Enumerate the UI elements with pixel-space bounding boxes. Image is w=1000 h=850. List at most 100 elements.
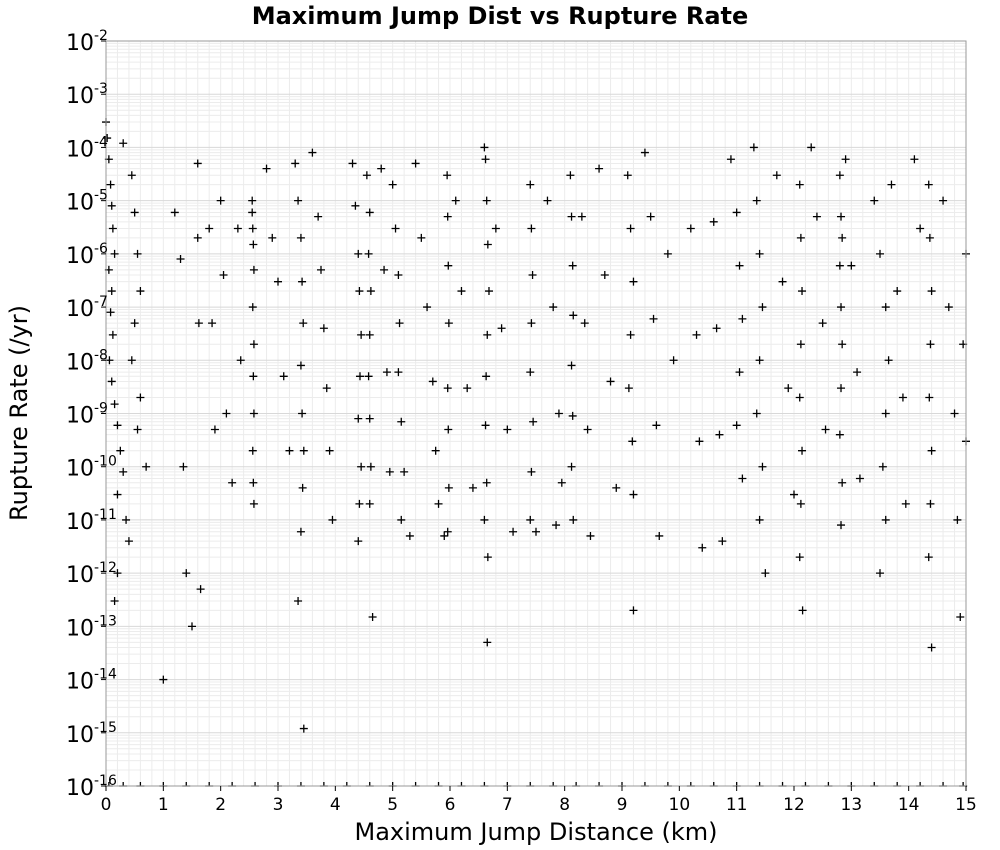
data-point [901,499,910,508]
data-point [463,384,472,393]
data-point [482,372,491,381]
data-point [735,368,744,377]
data-point [569,515,578,524]
data-point [927,643,936,652]
floor-point [388,782,397,787]
data-point [669,356,678,365]
data-point [790,490,798,499]
floor-point [893,782,902,787]
data-point [431,446,440,455]
floor-point [526,782,535,787]
y-axis-label: Rupture Rate (/yr) [5,305,33,521]
floor-point [119,782,128,787]
data-point [812,212,821,221]
data-point [795,393,804,402]
data-point [357,462,366,471]
data-point [248,224,257,233]
data-point [796,340,805,349]
data-point [291,159,300,168]
data-point [925,233,934,242]
data-point [119,467,128,476]
data-point [388,180,397,189]
data-point [712,324,721,333]
x-tick-label: 14 [898,795,920,815]
data-point [262,164,271,173]
data-point [738,474,747,483]
data-point [884,356,893,365]
data-point [925,393,934,402]
data-point [881,515,890,524]
floor-point [480,782,489,787]
floor-point [434,782,443,787]
data-point [233,224,242,233]
data-point [362,171,371,180]
data-points [102,118,970,733]
data-point [113,569,122,578]
data-point [351,201,360,210]
data-point [193,233,202,242]
data-point [397,515,406,524]
floor-point [342,782,351,787]
data-point [837,212,846,221]
x-tick-label: 6 [445,795,456,815]
data-point [503,425,512,434]
data-point [317,265,325,274]
data-point [119,139,128,148]
data-point [629,606,638,615]
data-point [444,261,453,270]
floor-point [939,782,948,787]
floor-point [778,782,787,787]
data-point [956,612,965,621]
x-tick-label: 1 [158,795,169,815]
data-point [626,330,635,339]
data-point [228,478,237,487]
data-point [127,356,136,365]
data-point [176,255,185,264]
data-point [838,478,847,487]
data-point [248,446,257,455]
y-tick-label: 10-13 [66,613,117,641]
data-point [567,462,576,471]
data-point [354,249,363,258]
floor-point [503,782,512,787]
x-tick-label: 15 [955,795,977,815]
data-point [444,319,453,328]
data-point [755,356,764,365]
data-point [319,324,328,333]
data-point [411,159,420,168]
data-point [296,361,305,370]
floor-point [709,782,718,787]
data-point [355,499,364,508]
x-tick-label: 0 [101,795,112,815]
data-point [366,287,375,296]
data-point [296,233,305,242]
data-point [216,196,225,205]
data-point [916,224,925,233]
data-point [354,414,363,423]
data-point [526,180,535,189]
data-point [205,224,214,233]
data-point [491,224,500,233]
data-point [527,319,536,328]
data-point [377,164,386,173]
data-point [732,421,741,430]
data-point [950,409,959,418]
data-point [107,377,116,386]
data-point [364,372,373,381]
data-point [796,233,805,242]
data-point [116,446,125,455]
data-point [837,521,846,530]
data-point [236,356,245,365]
x-tick-label: 2 [215,795,226,815]
floor-point [663,782,672,787]
data-point [526,368,535,377]
data-point [887,180,896,189]
data-point [108,224,117,233]
data-point [444,425,453,434]
data-point [110,249,119,258]
data-point [927,446,936,455]
data-point [552,521,561,530]
data-point [784,384,793,393]
data-point [798,446,807,455]
data-point [646,212,655,221]
